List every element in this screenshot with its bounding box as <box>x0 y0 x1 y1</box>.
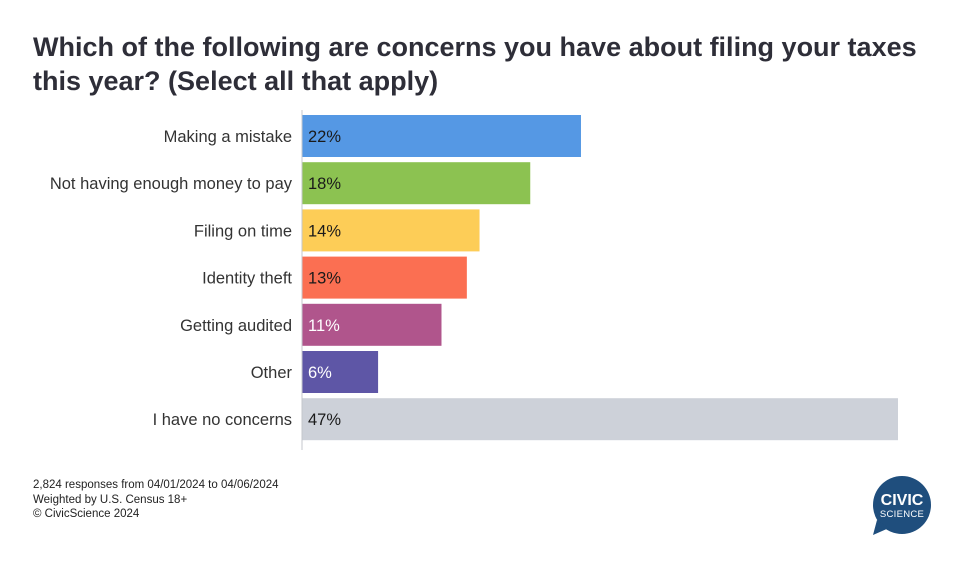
value-label-3: 13% <box>308 270 341 288</box>
footnote-weighting: Weighted by U.S. Census 18+ <box>33 493 188 506</box>
logo-text-science: SCIENCE <box>880 509 924 520</box>
category-label-4: Getting audited <box>180 317 292 335</box>
value-label-1: 18% <box>308 175 341 193</box>
bar-6 <box>302 398 898 441</box>
bar-0 <box>302 115 581 157</box>
category-label-3: Identity theft <box>202 270 292 288</box>
bar-1 <box>302 162 531 205</box>
category-label-5: Other <box>251 364 293 382</box>
footnote-copyright: © CivicScience 2024 <box>33 508 140 520</box>
value-label-2: 14% <box>308 222 341 240</box>
footnote-responses: 2,824 responses from 04/01/2024 to 04/06… <box>33 479 279 491</box>
bar-4 <box>302 303 442 346</box>
bar-5 <box>302 351 379 393</box>
logo-text-civic: CIVIC <box>881 492 924 509</box>
category-label-1: Not having enough money to pay <box>50 175 293 193</box>
value-label-0: 22% <box>308 128 341 146</box>
value-label-4: 11% <box>308 317 340 335</box>
speech-bubble-logo-icon <box>873 476 931 535</box>
footnotes: 2,824 responses from 04/01/2024 to 04/06… <box>33 478 279 522</box>
category-label-0: Making a mistake <box>164 128 292 146</box>
value-label-5: 6% <box>308 364 332 382</box>
category-label-2: Filing on time <box>194 222 292 240</box>
value-label-6: 47% <box>308 411 341 429</box>
category-label-6: I have no concerns <box>153 411 292 429</box>
chart-title: Which of the following are concerns you … <box>33 32 917 96</box>
civicscience-logo: CIVIC SCIENCE <box>869 476 935 536</box>
bar-3 <box>302 256 467 299</box>
bar-2 <box>302 209 480 252</box>
